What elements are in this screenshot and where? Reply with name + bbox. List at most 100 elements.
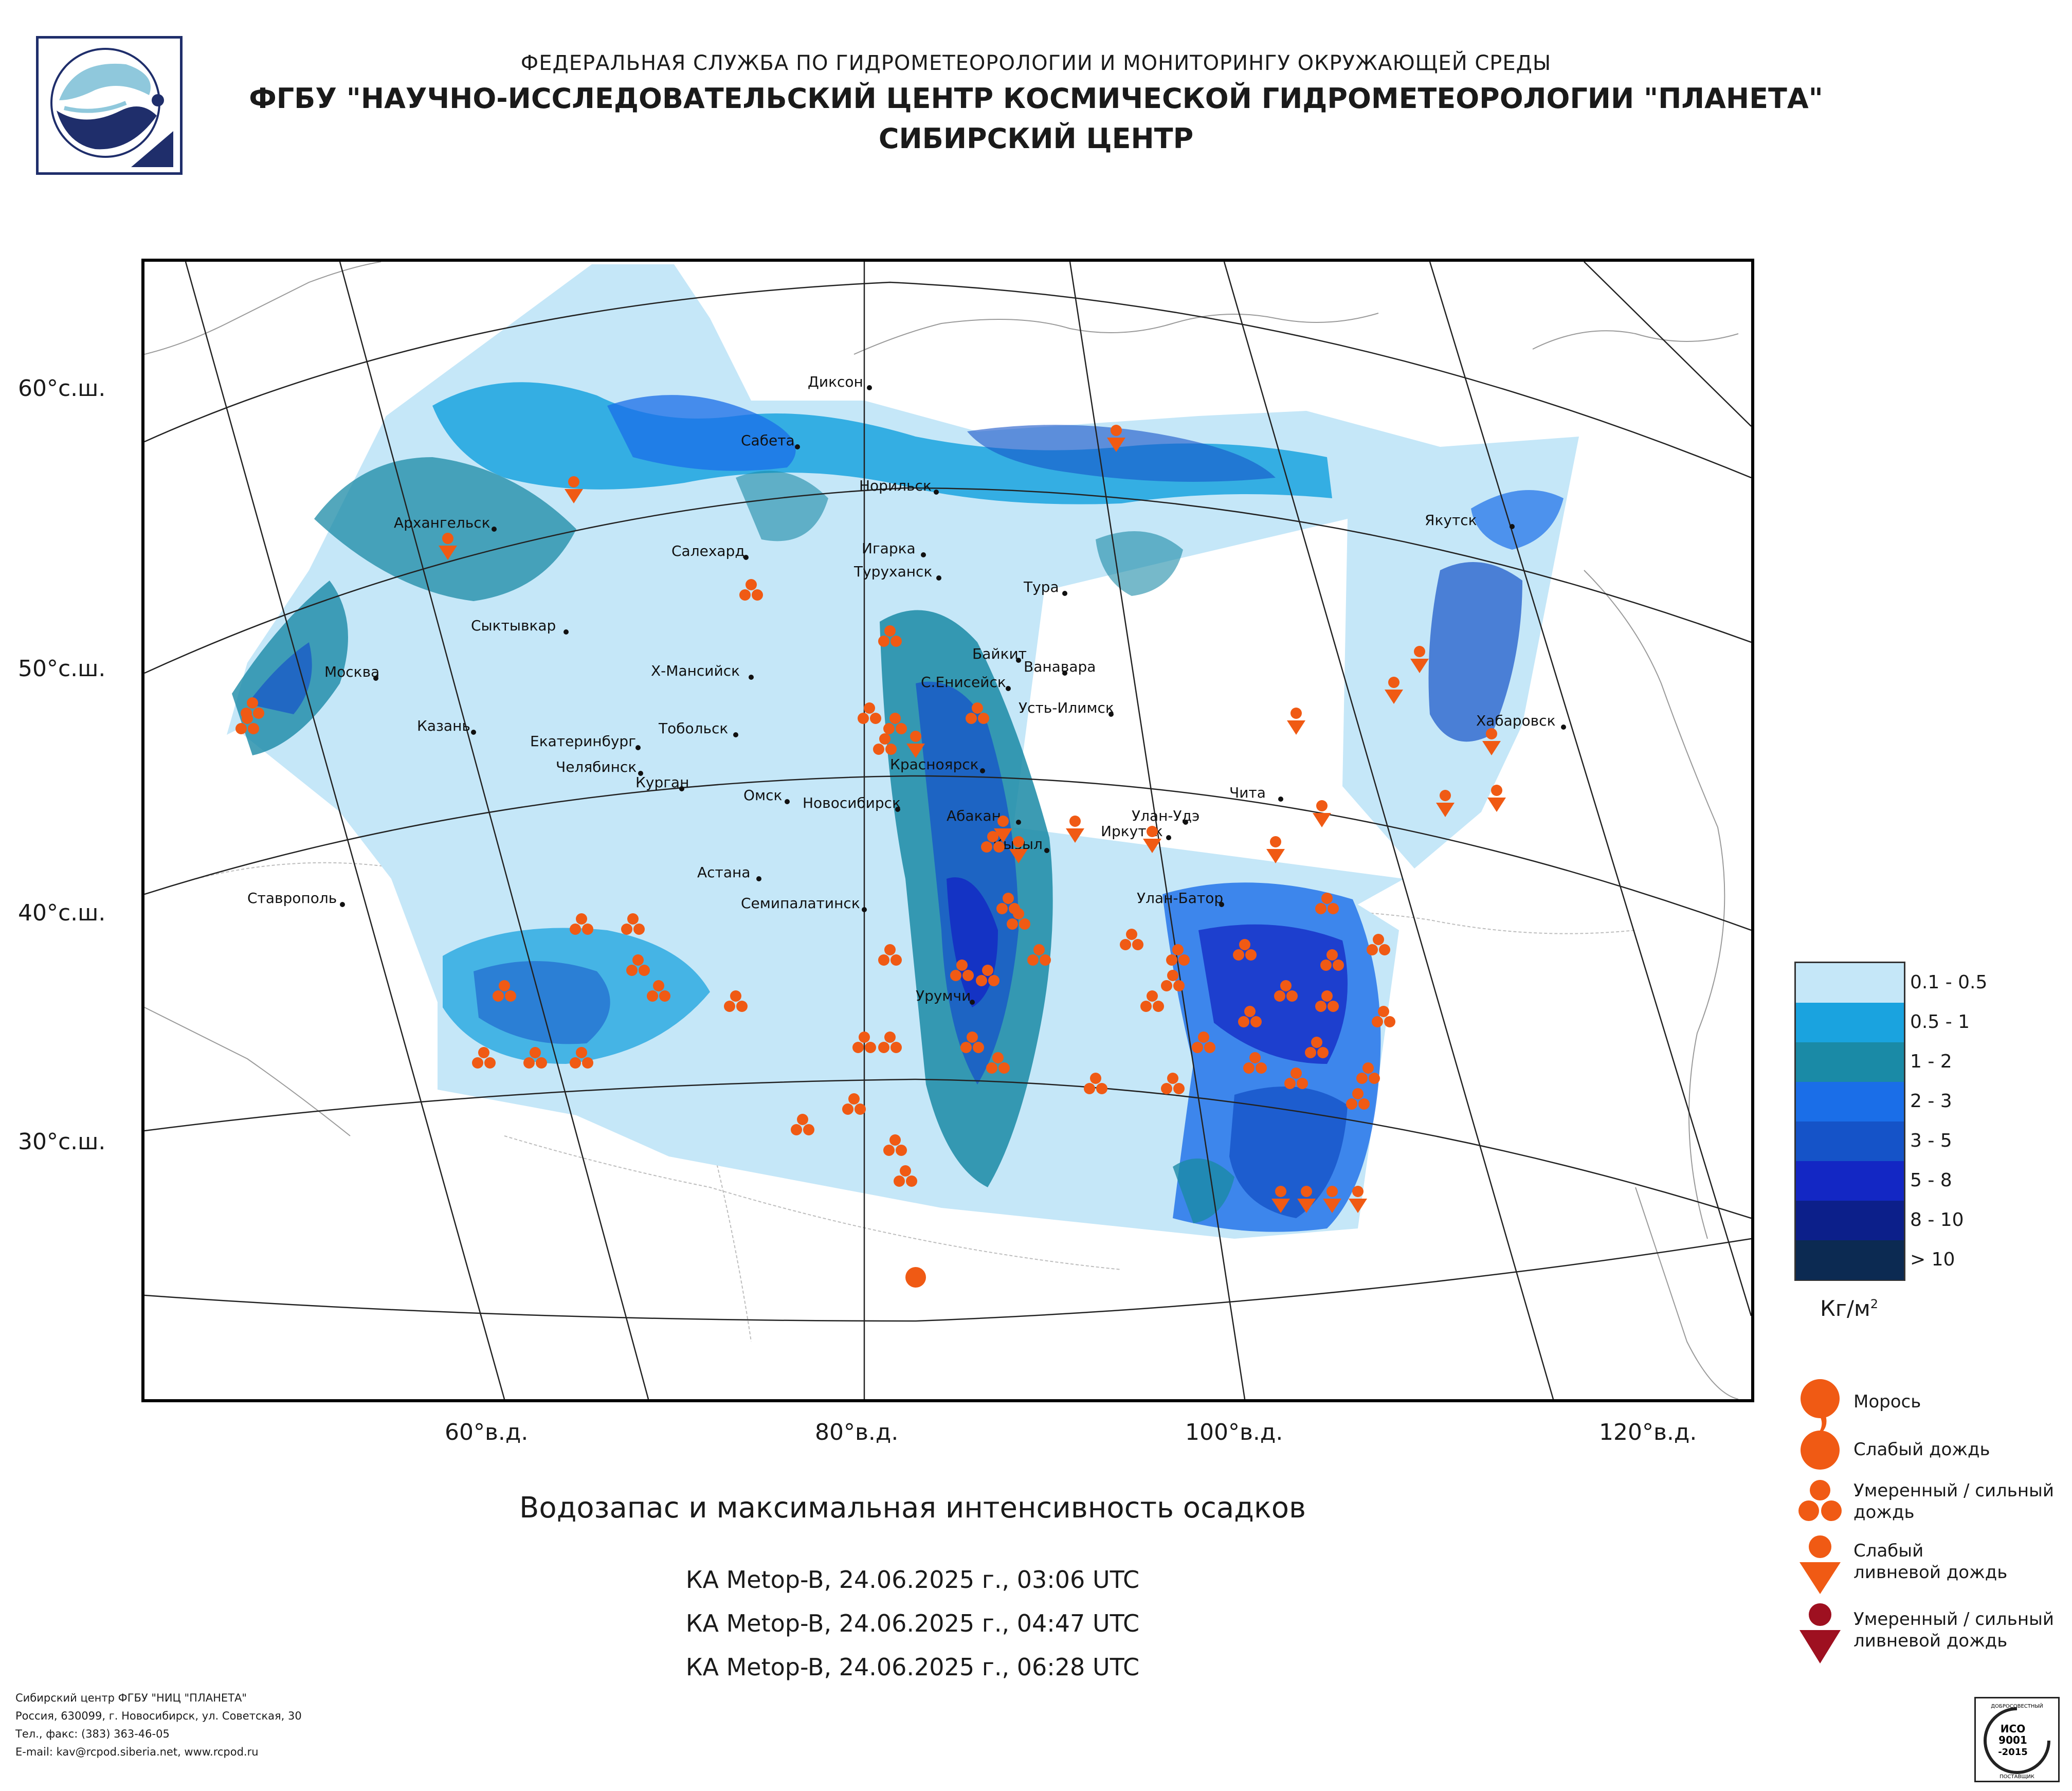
moderate-rain-symbol	[626, 954, 650, 976]
city-dot	[934, 490, 939, 495]
satellite-pass: КА Metop-B, 24.06.2025 г., 06:28 UTC	[685, 1653, 1140, 1681]
city-dot	[1044, 848, 1049, 853]
city-dot	[1183, 820, 1188, 825]
city-label: Челябинск	[556, 758, 637, 775]
moderate-rain-symbol	[241, 697, 264, 719]
city-label: Красноярск	[890, 756, 979, 773]
legend-swatch	[1796, 1240, 1904, 1280]
moderate-rain-symbol	[1238, 1006, 1262, 1027]
moderate-rain-symbol	[1007, 908, 1030, 930]
light-shower-symbol	[1287, 708, 1305, 735]
city-dot	[743, 555, 749, 560]
city-dot	[936, 575, 941, 581]
city-label: Игарка	[862, 540, 916, 557]
moderate-rain-symbol	[621, 913, 645, 935]
light-shower-symbol	[1487, 785, 1506, 812]
units-superscript: 2	[1870, 1297, 1879, 1311]
city-dot	[1062, 671, 1067, 676]
light-shower-symbol	[994, 816, 1012, 843]
moderate-rain-symbol	[1315, 893, 1339, 914]
city-dot	[1006, 686, 1011, 691]
moderate-rain-icon	[1798, 1480, 1842, 1521]
symbol-legend	[1798, 1379, 1842, 1663]
city-label: Улан-Батор	[1137, 890, 1223, 907]
city-label: Чита	[1229, 784, 1266, 801]
moderate-rain-symbol	[791, 1114, 814, 1135]
city-label: Астана	[697, 864, 750, 881]
moderate-rain-symbol	[1192, 1032, 1215, 1053]
lon-label-60: 60°в.д.	[445, 1419, 529, 1445]
light-shower-symbol	[1349, 1186, 1367, 1213]
satellite-pass: КА Metop-B, 24.06.2025 г., 04:47 UTC	[685, 1609, 1140, 1637]
city-dot	[373, 676, 378, 681]
city-label: Москва	[324, 663, 379, 680]
city-label: Урумчи	[916, 987, 971, 1004]
moderate-rain-symbol	[1233, 939, 1257, 961]
city-label: Абакан	[947, 807, 1001, 824]
units-text: Кг/м	[1820, 1296, 1870, 1321]
city-label: Норильск	[859, 477, 932, 494]
city-label: Семипалатинск	[741, 895, 860, 912]
drizzle-icon	[1801, 1379, 1840, 1437]
moderate-rain-symbol	[1274, 980, 1298, 1002]
legend-swatch	[1796, 1082, 1904, 1121]
city-label: Сыктывкар	[471, 617, 556, 634]
city-dot	[733, 732, 738, 737]
city-dot	[1278, 797, 1283, 802]
light-shower-symbol	[1009, 836, 1028, 863]
city-label: Сабета	[741, 432, 795, 449]
moderate-rain-symbol	[1027, 944, 1051, 966]
address-line: Тел., факс: (383) 363-46-05	[15, 1728, 170, 1740]
symbol-label: Умеренный / сильный ливневой дождь	[1853, 1609, 2054, 1651]
city-label: Курган	[635, 774, 689, 791]
precipitation-map: Диксон Сабета Норильск Архангельск Салехард И…	[141, 259, 1754, 1402]
iso-top-text: ДОБРОСОВЕСТНЫЙ	[1991, 1703, 2043, 1709]
light-shower-symbol	[1436, 790, 1455, 817]
moderate-rain-symbol	[1356, 1062, 1380, 1084]
moderate-rain-symbol	[966, 702, 989, 724]
legend-swatch	[1796, 1042, 1904, 1082]
city-label: Диксон	[808, 373, 863, 390]
address-line: Сибирский центр ФГБУ "НИЦ "ПЛАНЕТА"	[15, 1692, 247, 1704]
city-dot	[980, 768, 985, 773]
moderate-rain-symbol	[1367, 934, 1390, 955]
moderate-rain-symbol	[1140, 990, 1164, 1012]
legend-swatch	[1796, 1161, 1904, 1201]
light-shower-symbol	[1297, 1186, 1316, 1213]
symbol-label: Морось	[1853, 1391, 1921, 1412]
moderate-rain-symbol	[878, 1032, 902, 1053]
moderate-rain-symbol	[842, 1093, 866, 1115]
city-dot	[564, 629, 569, 635]
iso-text: ИСО	[2001, 1723, 2025, 1735]
city-label: Тобольск	[658, 720, 728, 737]
city-label: Хабаровск	[1476, 712, 1555, 729]
city-dot	[867, 385, 872, 390]
moderate-rain-symbol	[960, 1032, 984, 1053]
moderate-rain-symbol	[739, 579, 763, 601]
legend-swatch	[1796, 1201, 1904, 1240]
light-shower-symbol	[1410, 646, 1429, 673]
moderate-rain-symbol	[950, 960, 974, 981]
city-label: Казань	[417, 717, 470, 734]
city-label: Салехард	[671, 542, 745, 559]
city-dot	[340, 902, 345, 907]
moderate-rain-symbol	[1161, 1073, 1185, 1094]
light-shower-symbol	[565, 476, 583, 503]
legend-label: 0.1 - 0.5	[1910, 972, 1988, 993]
city-label: Якутск	[1425, 512, 1477, 529]
legend-swatch	[1796, 963, 1904, 1003]
moderate-rain-symbol	[873, 733, 897, 755]
moderate-rain-symbol	[883, 713, 907, 734]
moderate-rain-symbol	[981, 831, 1005, 853]
moderate-rain-symbol	[986, 1052, 1010, 1074]
city-dot	[795, 444, 800, 449]
city-dot	[635, 745, 641, 750]
moderate-rain-symbol	[570, 1047, 593, 1069]
heavy-shower-icon	[1800, 1603, 1841, 1663]
city-label: С.Енисейск	[921, 674, 1006, 691]
lat-label-50: 50°с.ш.	[18, 656, 106, 682]
water-content-legend	[1794, 962, 1905, 1281]
light-shower-symbol	[1266, 836, 1285, 863]
city-label: Архангельск	[394, 514, 490, 531]
city-label: Ванавара	[1024, 658, 1096, 675]
